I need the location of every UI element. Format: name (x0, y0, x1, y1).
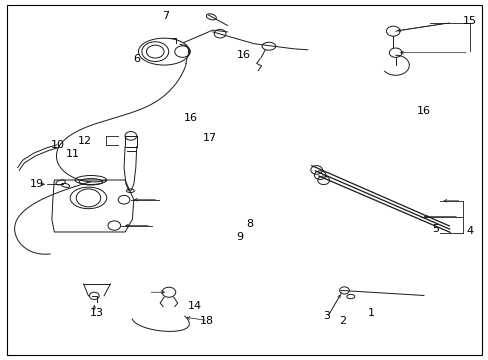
Text: 9: 9 (236, 232, 243, 242)
Text: 16: 16 (183, 113, 198, 123)
Text: 6: 6 (132, 54, 140, 64)
Text: 8: 8 (245, 219, 252, 229)
Text: 16: 16 (236, 50, 250, 60)
Polygon shape (123, 147, 137, 190)
Text: 14: 14 (187, 301, 202, 311)
Text: 7: 7 (162, 11, 169, 21)
Text: 3: 3 (322, 311, 329, 320)
Text: 5: 5 (431, 225, 438, 234)
Bar (125, 136, 137, 147)
Text: 2: 2 (339, 316, 346, 325)
Text: 11: 11 (66, 149, 80, 159)
Text: 18: 18 (199, 316, 213, 325)
Text: 10: 10 (51, 140, 65, 150)
Text: 17: 17 (203, 133, 217, 143)
Text: 4: 4 (465, 226, 472, 236)
Text: 15: 15 (462, 17, 476, 27)
Text: 16: 16 (416, 106, 430, 116)
Text: 12: 12 (77, 136, 91, 146)
Text: 13: 13 (90, 309, 104, 318)
Text: 19: 19 (30, 179, 44, 189)
Text: 1: 1 (367, 309, 374, 318)
